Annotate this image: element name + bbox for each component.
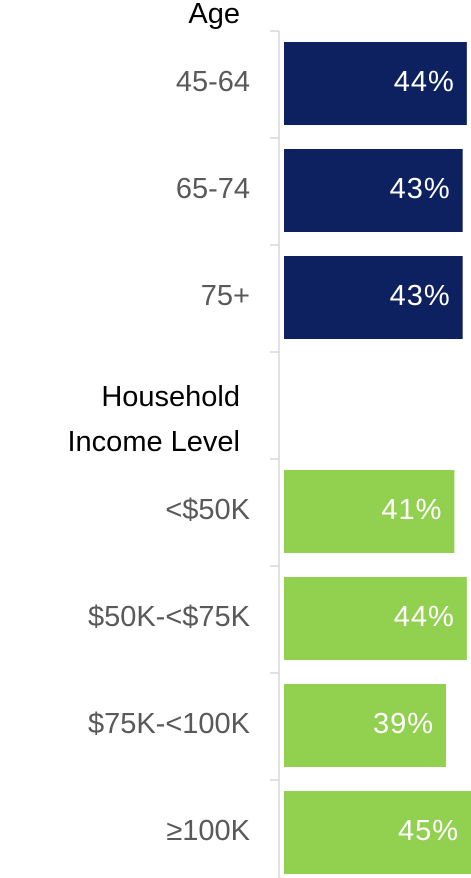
value-label: 43% xyxy=(390,280,451,312)
category-label: <$50K xyxy=(165,494,250,526)
category-label: $50K-<$75K xyxy=(88,601,251,633)
bar xyxy=(284,577,467,660)
value-label: 43% xyxy=(390,173,451,205)
category-label: 75+ xyxy=(201,280,250,312)
value-label: 41% xyxy=(381,494,442,526)
category-label: $75K-<100K xyxy=(88,708,251,740)
category-label: 65-74 xyxy=(176,173,250,205)
category-label: ≥100K xyxy=(166,815,250,847)
bar xyxy=(284,791,471,874)
bar xyxy=(284,149,463,232)
bar xyxy=(284,42,467,125)
group-header: Age xyxy=(188,0,240,30)
bar xyxy=(284,470,455,553)
value-label: 44% xyxy=(394,66,455,98)
category-label: 45-64 xyxy=(176,66,250,98)
value-label: 39% xyxy=(373,708,434,740)
group-header: Household Income Level xyxy=(67,381,241,458)
value-label: 45% xyxy=(398,815,459,847)
value-label: 44% xyxy=(394,601,455,633)
bar xyxy=(284,684,447,767)
bar xyxy=(284,256,463,339)
